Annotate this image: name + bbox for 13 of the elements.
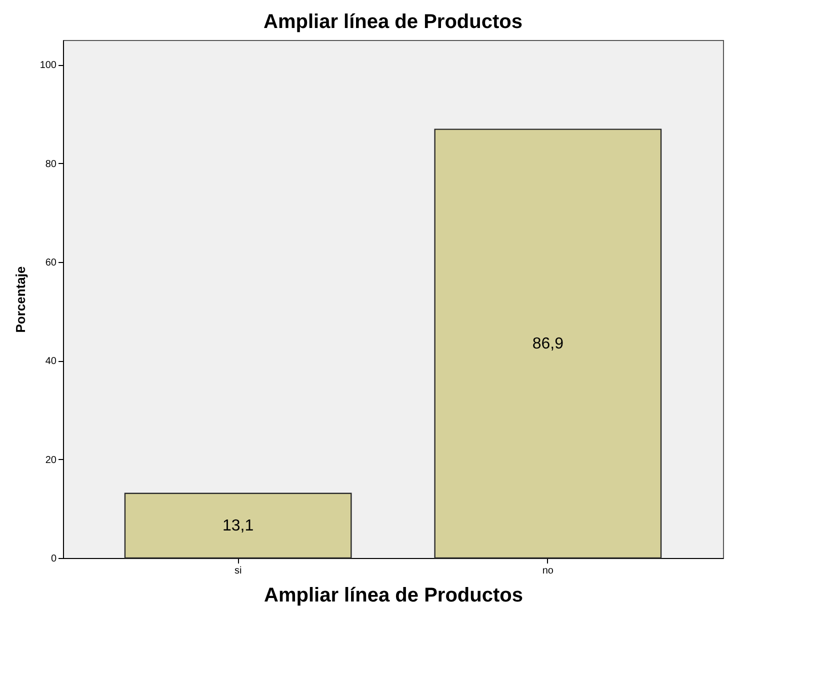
y-axis-title: Porcentaje [12, 266, 28, 333]
y-tick-label: 20 [45, 454, 57, 466]
y-tick-label: 40 [45, 356, 57, 368]
y-tick-label: 0 [50, 554, 57, 564]
x-tick-label: no [542, 566, 554, 576]
y-tick-label: 80 [45, 158, 57, 170]
x-axis-title: Ampliar línea de Productos [264, 584, 523, 606]
x-tick-label: si [234, 566, 242, 576]
data-label: 86,9 [532, 336, 564, 353]
data-label: 13,1 [222, 518, 254, 535]
y-tick-label: 100 [40, 60, 57, 72]
chart-title: Ampliar línea de Productos [264, 11, 522, 33]
y-tick-label: 60 [45, 258, 57, 268]
